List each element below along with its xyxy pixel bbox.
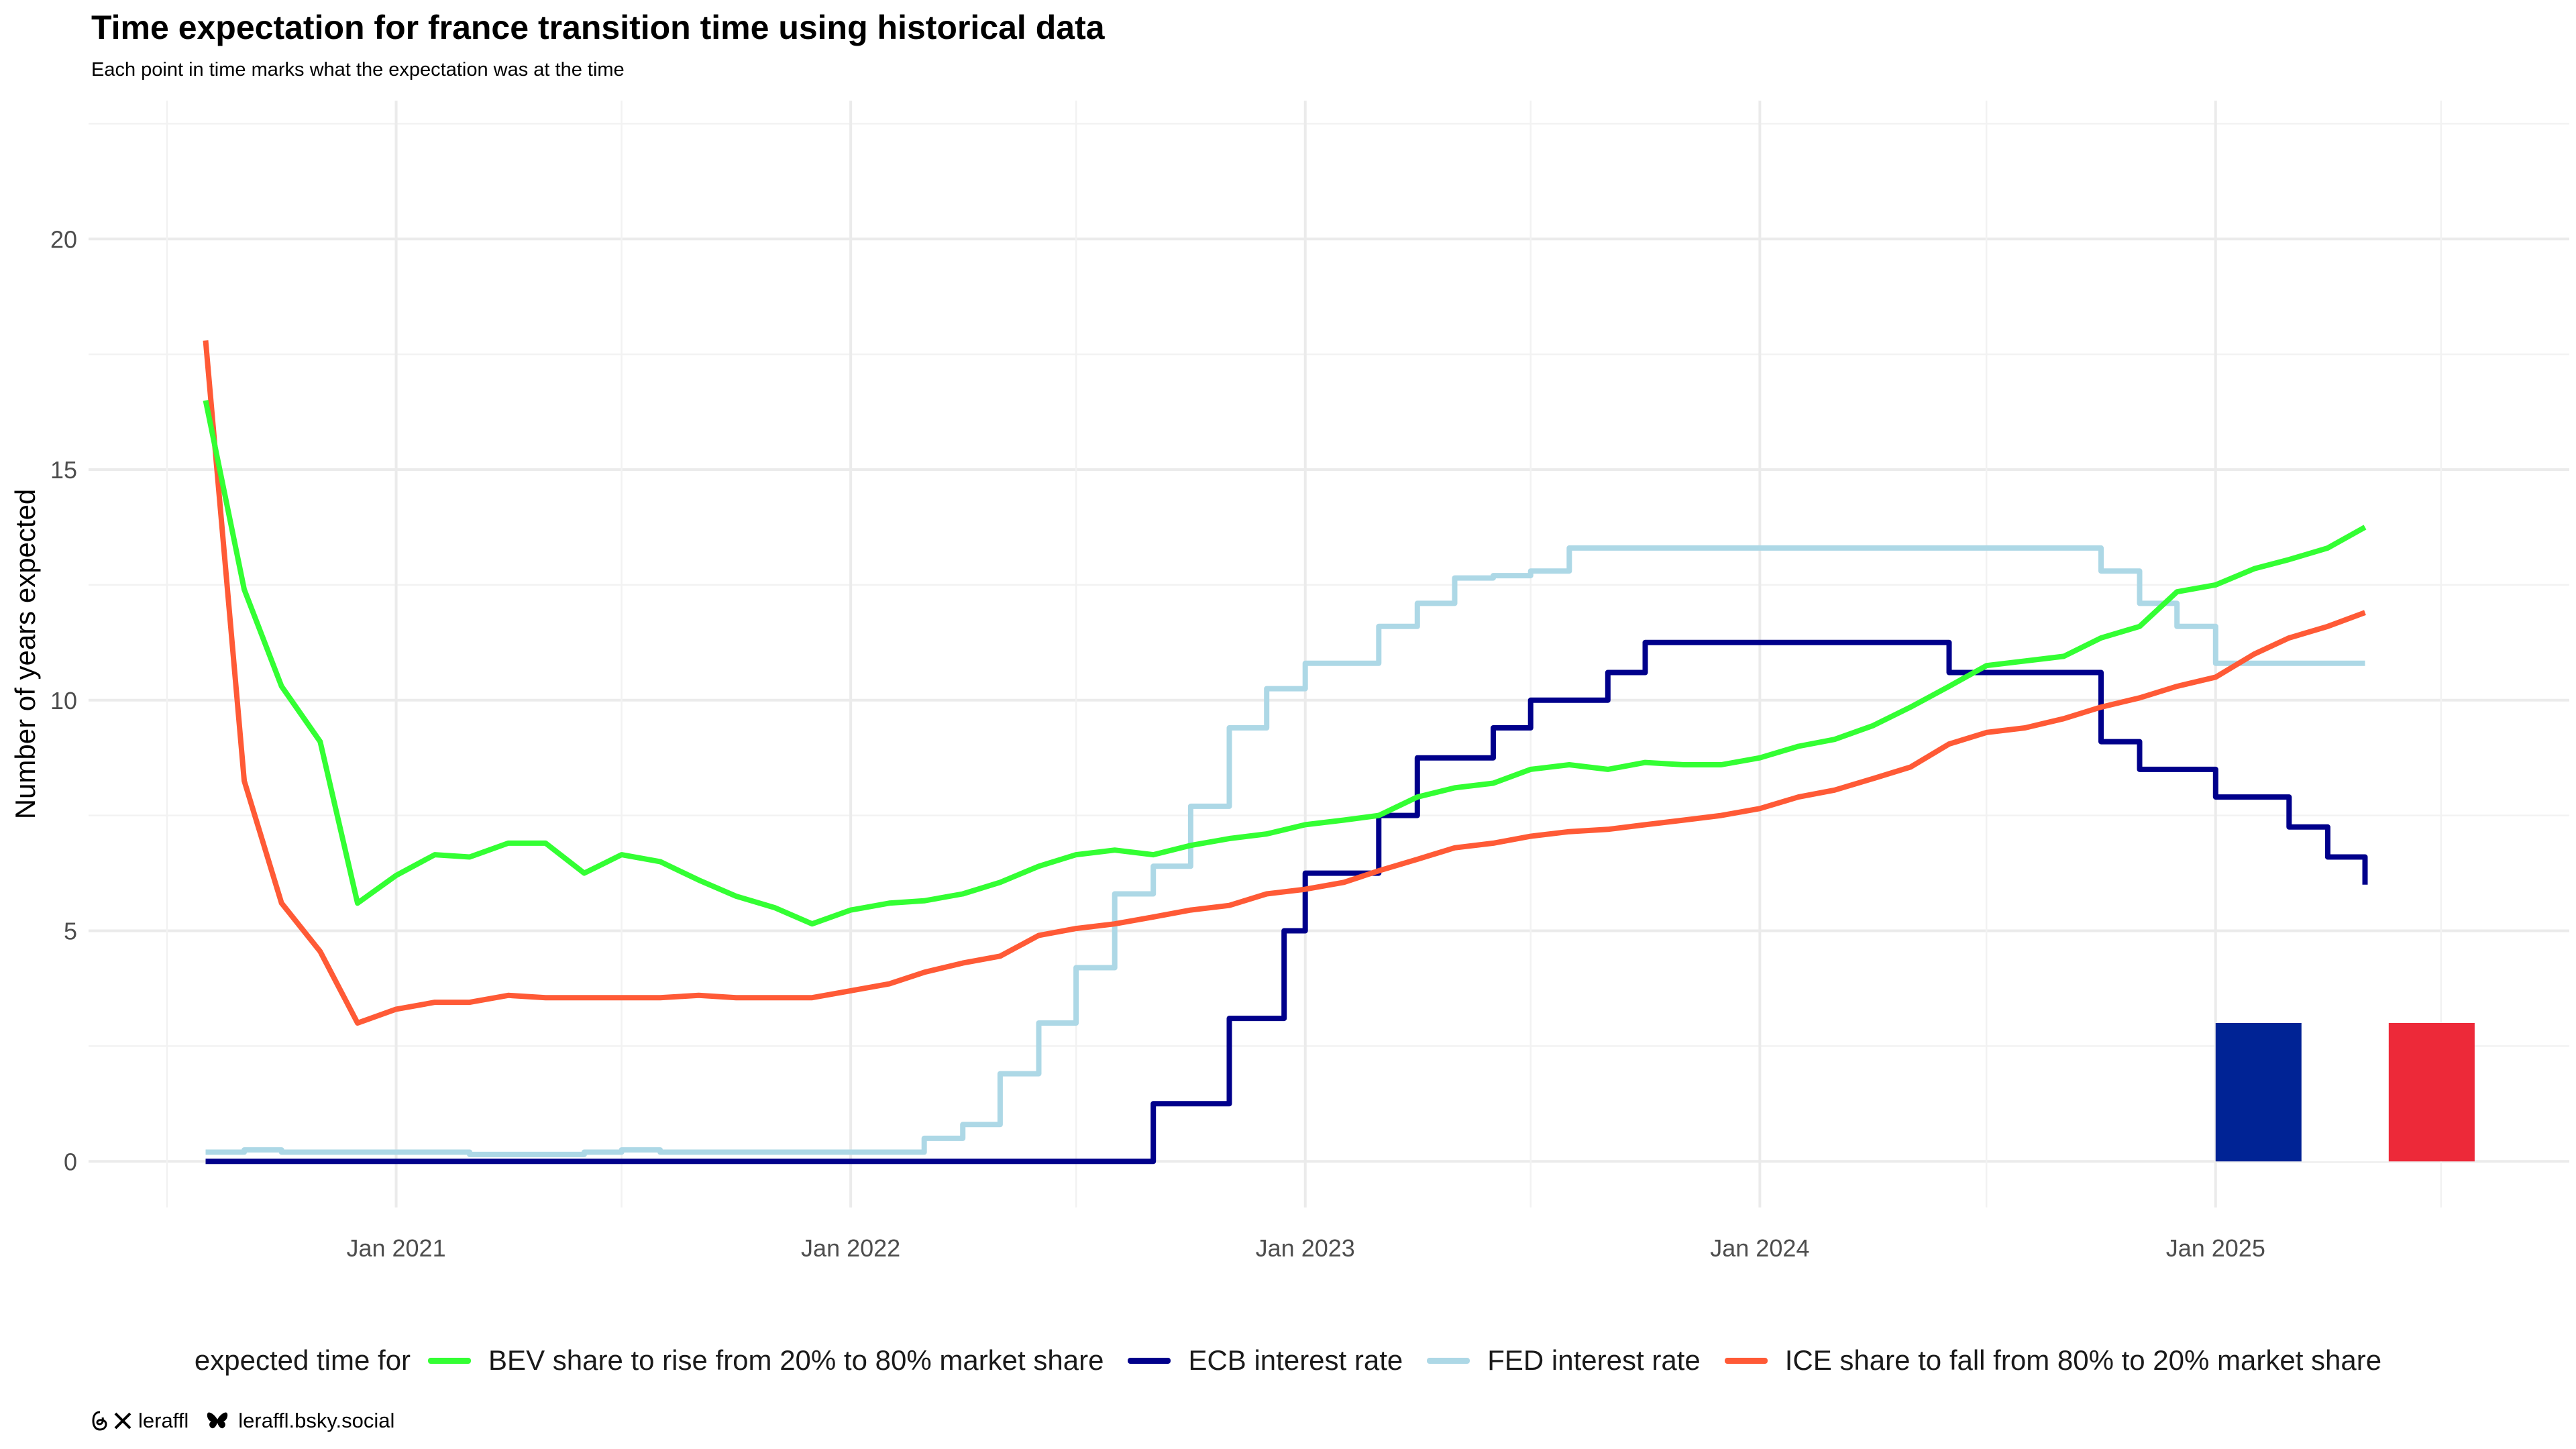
y-tick-label: 0 [64, 1148, 77, 1175]
bluesky-butterfly-icon [206, 1409, 229, 1432]
legend-title: expected time for [194, 1344, 411, 1376]
series-lines [203, 340, 2368, 1165]
flag-band-white [2301, 1023, 2389, 1162]
threads-icon [89, 1409, 111, 1432]
y-tick-label: 20 [50, 225, 77, 253]
legend-key-ecb [1128, 1357, 1171, 1364]
legend-item-bev: BEV share to rise from 20% to 80% market… [428, 1344, 1104, 1377]
grid [89, 101, 2569, 1208]
legend-item-fed: FED interest rate [1427, 1344, 1701, 1377]
y-axis-label: Number of years expected [9, 489, 41, 820]
series-line-bev [203, 400, 2367, 927]
credit-handle: leraffl [138, 1409, 189, 1432]
y-tick-label: 5 [64, 918, 77, 945]
x-tick-label: Jan 2021 [346, 1234, 445, 1262]
legend-label-bev: BEV share to rise from 20% to 80% market… [488, 1344, 1104, 1376]
chart-title: Time expectation for france transition t… [91, 9, 1105, 46]
y-tick-label: 10 [50, 687, 77, 714]
legend-item-ice: ICE share to fall from 80% to 20% market… [1724, 1344, 2382, 1377]
legend-key-fed [1427, 1357, 1470, 1364]
legend-label-ecb: ECB interest rate [1188, 1344, 1403, 1376]
legend: expected time for BEV share to rise from… [0, 1344, 2576, 1377]
y-tick-label: 15 [50, 456, 77, 484]
chart-subtitle: Each point in time marks what the expect… [91, 59, 625, 80]
legend-key-ice [1724, 1357, 1768, 1364]
legend-item-ecb: ECB interest rate [1128, 1344, 1403, 1377]
credit-bluesky: leraffl.bsky.social [238, 1409, 395, 1432]
axes: 0 5 10 15 20 Jan 2021 Jan 2022 Jan 2023 Jan 2024… [9, 225, 2265, 1262]
x-tick-label: Jan 2023 [1256, 1234, 1355, 1262]
series-line-fed [205, 545, 2365, 1157]
france-flag [2215, 1023, 2475, 1162]
x-tick-label: Jan 2024 [1710, 1234, 1809, 1262]
x-tick-label: Jan 2025 [2166, 1234, 2265, 1262]
legend-key-bev [428, 1357, 472, 1364]
series-line-ecb [205, 639, 2368, 1165]
legend-label-fed: FED interest rate [1487, 1344, 1701, 1376]
flag-band-blue [2215, 1023, 2302, 1162]
series-line-ice [203, 340, 2366, 1026]
flag-band-red [2388, 1023, 2475, 1162]
x-icon [111, 1409, 134, 1432]
credits: leraffl leraffl.bsky.social [89, 1409, 394, 1433]
x-tick-label: Jan 2022 [801, 1234, 900, 1262]
legend-label-ice: ICE share to fall from 80% to 20% market… [1784, 1344, 2382, 1376]
